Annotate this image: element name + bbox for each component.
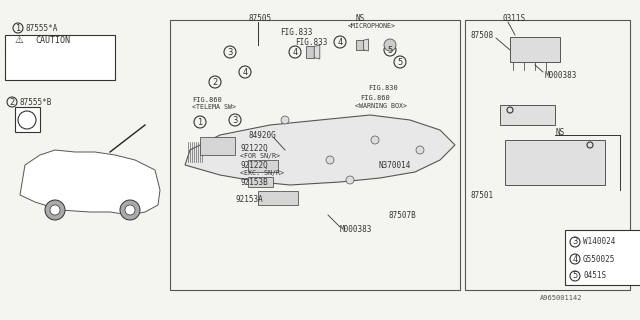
Text: FIG.860: FIG.860 (192, 97, 221, 103)
Text: 3: 3 (227, 47, 233, 57)
Circle shape (384, 39, 396, 51)
Text: 4: 4 (337, 37, 342, 46)
Bar (258, 191, 298, 205)
Text: N370014: N370014 (378, 161, 410, 170)
Circle shape (120, 200, 140, 220)
Bar (15, 107, 40, 132)
Text: FIG.830: FIG.830 (368, 85, 397, 91)
Bar (200, 137, 235, 155)
Polygon shape (364, 39, 369, 51)
Text: FIG.860: FIG.860 (360, 95, 390, 101)
Text: 87501: 87501 (470, 190, 493, 199)
Text: FIG.833: FIG.833 (280, 28, 312, 36)
Text: 4: 4 (572, 254, 578, 263)
Text: 87555*A: 87555*A (25, 23, 58, 33)
Text: 2: 2 (10, 98, 15, 107)
Text: 92122Q: 92122Q (240, 143, 268, 153)
Circle shape (371, 136, 379, 144)
Polygon shape (185, 115, 455, 185)
Text: CAUTION: CAUTION (35, 36, 70, 44)
Bar (356, 40, 364, 50)
Circle shape (346, 176, 354, 184)
Bar (306, 46, 314, 58)
Text: FIG.833: FIG.833 (295, 37, 328, 46)
Bar (510, 37, 560, 62)
Text: 87508: 87508 (470, 30, 493, 39)
Text: 92122Q: 92122Q (240, 161, 268, 170)
Text: 3: 3 (232, 116, 237, 124)
Bar (565, 230, 640, 285)
Text: 5: 5 (572, 271, 578, 281)
Text: 0311S: 0311S (502, 13, 525, 22)
Text: 0451S: 0451S (583, 271, 606, 281)
Text: 4: 4 (243, 68, 248, 76)
Text: 5: 5 (387, 45, 392, 54)
Text: 3: 3 (572, 237, 578, 246)
Bar (248, 160, 278, 172)
Circle shape (326, 156, 334, 164)
Bar (5, 35, 115, 80)
Text: M000383: M000383 (545, 70, 577, 79)
Text: 87555*B: 87555*B (19, 98, 51, 107)
Circle shape (45, 200, 65, 220)
Circle shape (50, 205, 60, 215)
Text: 92153B: 92153B (240, 178, 268, 187)
Text: M000383: M000383 (340, 226, 372, 235)
Text: 87507B: 87507B (388, 211, 416, 220)
Text: ⚠: ⚠ (15, 35, 24, 45)
Bar (505, 140, 605, 185)
Text: 84920G: 84920G (248, 131, 276, 140)
Text: W140024: W140024 (583, 237, 616, 246)
Text: 5: 5 (397, 58, 403, 67)
Text: <EXC. SN/R>: <EXC. SN/R> (240, 170, 284, 176)
Text: <TELEMA SW>: <TELEMA SW> (192, 104, 236, 110)
Polygon shape (20, 150, 160, 215)
Bar (248, 177, 273, 187)
Polygon shape (314, 45, 320, 59)
Text: <MICROPHONE>: <MICROPHONE> (348, 23, 396, 29)
Text: 87505: 87505 (248, 13, 271, 22)
Text: A965001142: A965001142 (540, 295, 582, 301)
Circle shape (125, 205, 135, 215)
Circle shape (281, 116, 289, 124)
Bar (500, 105, 555, 125)
Bar (170, 20, 460, 290)
Text: NS: NS (355, 13, 364, 22)
Text: 1: 1 (197, 117, 203, 126)
Text: G550025: G550025 (583, 254, 616, 263)
Text: 1: 1 (15, 23, 20, 33)
Text: <FOR SN/R>: <FOR SN/R> (240, 153, 280, 159)
Bar (465, 20, 630, 290)
Text: <WARNING BOX>: <WARNING BOX> (355, 103, 407, 109)
Text: 4: 4 (292, 47, 298, 57)
Text: NS: NS (555, 127, 564, 137)
Circle shape (416, 146, 424, 154)
Text: 2: 2 (212, 77, 218, 86)
Text: 92153A: 92153A (235, 196, 263, 204)
